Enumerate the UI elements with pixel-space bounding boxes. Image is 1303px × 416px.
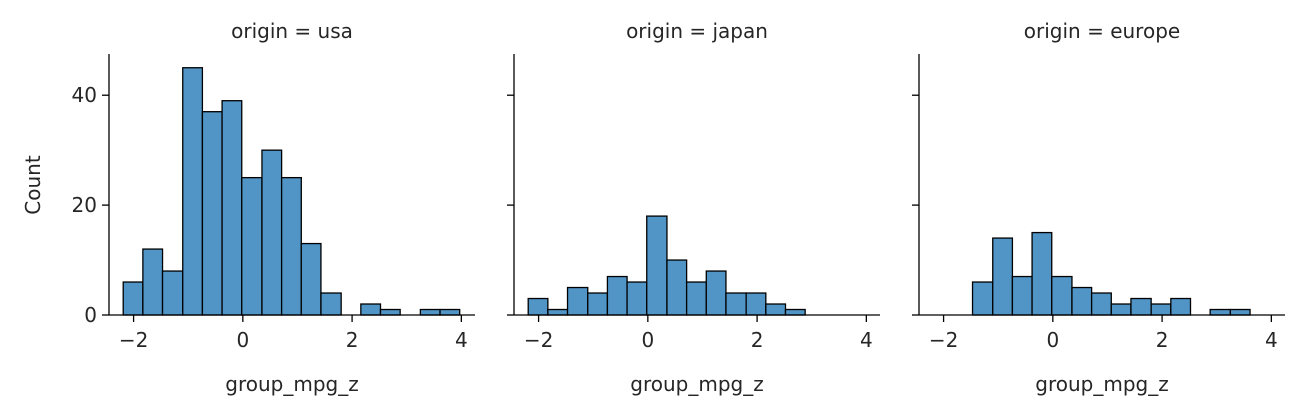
x-tick-label: 4 [860, 328, 873, 352]
y-tick-label: 0 [84, 303, 97, 327]
histogram-bar [1031, 231, 1053, 316]
facet-panel-2: origin = japan −2 0 2 4 group_mpg_z [507, 19, 880, 396]
histogram-bar [1071, 286, 1093, 316]
histogram-bar [419, 308, 441, 316]
x-tick-label: 2 [1156, 328, 1169, 352]
histogram-bar [122, 281, 144, 316]
histogram-bar [646, 215, 668, 316]
histogram-bar [161, 270, 184, 316]
histogram-bar [201, 111, 223, 316]
histogram-bar [1130, 297, 1152, 316]
histogram-bar [1150, 303, 1172, 316]
histogram-bar [1110, 303, 1132, 316]
x-tick-label: 2 [751, 328, 764, 352]
x-tick-label: −2 [119, 328, 148, 352]
histogram-bar [1011, 275, 1033, 316]
histogram-bar [745, 292, 767, 316]
histogram-bar [261, 149, 283, 316]
histogram-bar [142, 248, 164, 316]
histogram-bar [666, 259, 688, 316]
x-tick-label: 2 [346, 328, 359, 352]
histogram-bar [566, 286, 589, 316]
histogram-bar [1051, 275, 1073, 316]
histogram-bar [379, 308, 401, 316]
histogram-bar [725, 292, 747, 316]
histogram-bar [1090, 292, 1112, 316]
histogram-bar [587, 292, 609, 316]
y-tick-label: 40 [72, 83, 97, 107]
histogram-bar [360, 303, 382, 316]
x-axis-label: group_mpg_z [225, 372, 358, 396]
histogram-bar [241, 176, 263, 316]
x-tick-label: 0 [236, 328, 249, 352]
panel-title: origin = japan [626, 19, 768, 43]
panel-title: origin = usa [231, 19, 353, 43]
histogram-bar [280, 176, 302, 316]
histogram-bar [182, 67, 204, 316]
histogram-bar [606, 275, 628, 316]
histogram-bar [971, 281, 994, 316]
histogram-bar [300, 242, 322, 316]
x-tick-label: 0 [641, 328, 654, 352]
x-tick-label: 0 [1046, 328, 1059, 352]
x-tick-label: −2 [929, 328, 958, 352]
x-tick-label: 4 [455, 328, 468, 352]
x-tick-label: −2 [524, 328, 553, 352]
histogram-bar [320, 292, 342, 316]
y-axis-label: Count [21, 155, 45, 215]
histogram-bar [705, 270, 727, 316]
panel-title: origin = europe [1024, 19, 1180, 43]
facet-panel-3: origin = europe −2 0 2 4 group_mpg_z [912, 19, 1285, 396]
histogram-bar [1170, 297, 1192, 316]
x-axis-label: group_mpg_z [630, 372, 763, 396]
histogram-bar [992, 237, 1014, 316]
histogram-bar [221, 100, 243, 316]
histogram-bar [765, 303, 787, 316]
histogram-bar [439, 308, 461, 316]
histogram-bar [685, 281, 707, 316]
histogram-bar [784, 308, 806, 316]
histogram-bar [1209, 308, 1232, 316]
histogram-bar [547, 308, 569, 316]
x-tick-label: 4 [1265, 328, 1278, 352]
histogram-bar [527, 297, 549, 316]
histogram-bar [626, 281, 648, 316]
y-tick-label: 20 [72, 193, 97, 217]
histogram-bar [1229, 308, 1251, 316]
x-axis-label: group_mpg_z [1035, 372, 1168, 396]
